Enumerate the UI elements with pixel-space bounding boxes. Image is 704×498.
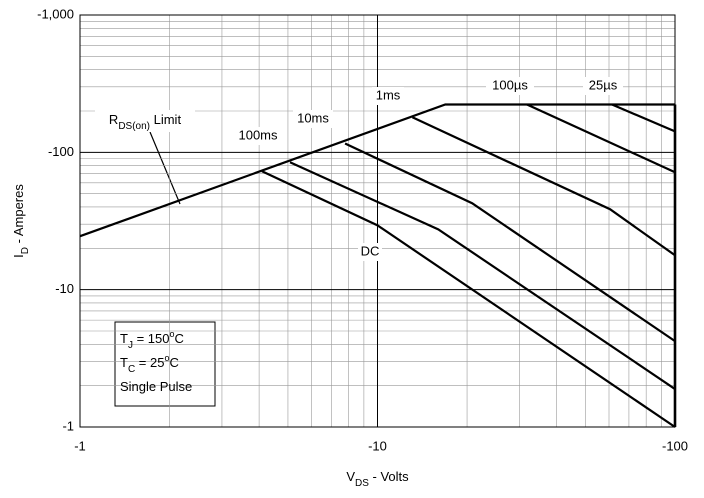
label-bg [372, 87, 404, 105]
label-bg [486, 77, 534, 95]
y-axis-label: ID - Amperes [11, 184, 31, 258]
condition-text-part: = 150 [133, 331, 170, 346]
x-axis-label-part: DS [355, 478, 369, 489]
condition-text: TC = 25oC [120, 353, 179, 375]
rds-label-part: Limit [150, 112, 181, 127]
series-line [289, 161, 676, 390]
conditions-box [114, 321, 216, 407]
x-axis-label-part: - Volts [369, 469, 409, 484]
leader-line [149, 131, 181, 205]
curve-label: 1ms [376, 87, 401, 102]
curve-label: DC [361, 243, 380, 258]
curve-label: 10ms [297, 110, 329, 125]
condition-text-part: Single Pulse [120, 379, 192, 394]
condition-text-part: o [164, 353, 169, 363]
condition-text-part: o [169, 329, 174, 339]
condition-text-part: J [128, 340, 133, 351]
rds-label: RDS(on) Limit [109, 112, 182, 132]
condition-text-part: T [120, 355, 128, 370]
curve-label: 100µs [492, 77, 528, 92]
y-axis-label-part: I [11, 254, 26, 258]
y-axis-label-part: D [20, 247, 31, 254]
condition-text-part: T [120, 331, 128, 346]
series-line [79, 103, 675, 238]
label-bg [234, 127, 282, 145]
y-axis-label-part: - Amperes [11, 184, 26, 247]
series-line [344, 142, 676, 343]
y-tick-label: -1,000 [37, 6, 74, 21]
label-bg [358, 243, 382, 261]
rds-label-part: R [109, 112, 118, 127]
condition-text-part: C [128, 364, 135, 375]
series-line [611, 103, 676, 133]
x-tick-label: -100 [662, 438, 688, 453]
series-line [261, 170, 676, 428]
condition-text: Single Pulse [120, 379, 192, 394]
series-line [411, 116, 676, 257]
label-bg [95, 110, 195, 132]
series-line [526, 103, 676, 174]
x-axis-label-part: V [346, 469, 355, 484]
condition-text: TJ = 150oC [120, 329, 184, 351]
x-axis-label: VDS - Volts [346, 469, 409, 489]
y-tick-label: -100 [48, 144, 74, 159]
y-tick-label: -1 [62, 418, 74, 433]
curve-label: 100ms [238, 127, 278, 142]
condition-text-part: C [169, 355, 178, 370]
condition-text-part: C [174, 331, 183, 346]
label-bg [293, 110, 333, 128]
x-tick-label: -10 [368, 438, 387, 453]
rds-label-part: DS(on) [118, 121, 150, 132]
condition-text-part: = 25 [135, 355, 164, 370]
y-tick-label: -10 [55, 281, 74, 296]
label-bg [583, 77, 623, 95]
curve-label: 25µs [589, 77, 618, 92]
x-tick-label: -1 [74, 438, 86, 453]
